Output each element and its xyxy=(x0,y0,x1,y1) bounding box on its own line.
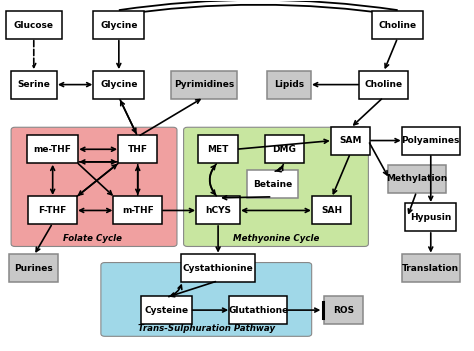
Text: Choline: Choline xyxy=(379,21,417,30)
FancyBboxPatch shape xyxy=(118,135,157,163)
Text: Lipids: Lipids xyxy=(274,80,304,89)
Text: ROS: ROS xyxy=(333,306,354,314)
FancyBboxPatch shape xyxy=(196,197,240,224)
FancyBboxPatch shape xyxy=(9,254,58,282)
FancyBboxPatch shape xyxy=(6,11,62,39)
FancyBboxPatch shape xyxy=(93,11,145,39)
Text: SAH: SAH xyxy=(321,206,342,215)
FancyBboxPatch shape xyxy=(359,71,408,99)
Text: Trans-Sulphuration Pathway: Trans-Sulphuration Pathway xyxy=(138,324,275,333)
Text: Glucose: Glucose xyxy=(14,21,54,30)
FancyBboxPatch shape xyxy=(10,71,57,99)
Text: Hypusin: Hypusin xyxy=(410,213,451,222)
FancyBboxPatch shape xyxy=(229,296,287,324)
FancyBboxPatch shape xyxy=(181,254,255,282)
Text: Choline: Choline xyxy=(365,80,402,89)
FancyBboxPatch shape xyxy=(93,71,145,99)
FancyBboxPatch shape xyxy=(331,127,370,154)
FancyBboxPatch shape xyxy=(264,135,304,163)
Text: Glutathione: Glutathione xyxy=(228,306,288,314)
Text: Pyrimidines: Pyrimidines xyxy=(174,80,234,89)
Text: Folate Cycle: Folate Cycle xyxy=(64,234,122,243)
Text: THF: THF xyxy=(128,145,148,154)
FancyBboxPatch shape xyxy=(401,254,460,282)
FancyBboxPatch shape xyxy=(405,204,456,231)
Text: m-THF: m-THF xyxy=(122,206,154,215)
Text: Polyamines: Polyamines xyxy=(401,136,460,145)
Text: Glycine: Glycine xyxy=(100,80,137,89)
Text: Betaine: Betaine xyxy=(253,180,292,189)
FancyBboxPatch shape xyxy=(388,165,446,193)
Text: DMG: DMG xyxy=(273,145,296,154)
Text: SAM: SAM xyxy=(339,136,362,145)
FancyBboxPatch shape xyxy=(141,296,191,324)
FancyBboxPatch shape xyxy=(113,197,162,224)
Text: Serine: Serine xyxy=(18,80,50,89)
Text: Cystathionine: Cystathionine xyxy=(182,264,254,273)
Text: hCYS: hCYS xyxy=(205,206,231,215)
Text: Translation: Translation xyxy=(402,264,459,273)
FancyBboxPatch shape xyxy=(401,127,460,154)
Text: Cysteine: Cysteine xyxy=(144,306,188,314)
FancyBboxPatch shape xyxy=(101,263,312,336)
Text: Purines: Purines xyxy=(14,264,53,273)
FancyBboxPatch shape xyxy=(312,197,351,224)
Text: Glycine: Glycine xyxy=(100,21,137,30)
Text: F-THF: F-THF xyxy=(38,206,67,215)
FancyBboxPatch shape xyxy=(372,11,423,39)
Text: me-THF: me-THF xyxy=(34,145,72,154)
FancyBboxPatch shape xyxy=(267,71,311,99)
FancyBboxPatch shape xyxy=(28,197,77,224)
FancyBboxPatch shape xyxy=(27,135,78,163)
FancyBboxPatch shape xyxy=(11,127,177,246)
FancyBboxPatch shape xyxy=(324,296,363,324)
FancyBboxPatch shape xyxy=(183,127,368,246)
Text: Methyonine Cycle: Methyonine Cycle xyxy=(233,234,319,243)
FancyBboxPatch shape xyxy=(199,135,237,163)
FancyBboxPatch shape xyxy=(171,71,237,99)
FancyBboxPatch shape xyxy=(247,170,298,198)
Text: Methylation: Methylation xyxy=(386,174,447,184)
Text: MET: MET xyxy=(208,145,229,154)
